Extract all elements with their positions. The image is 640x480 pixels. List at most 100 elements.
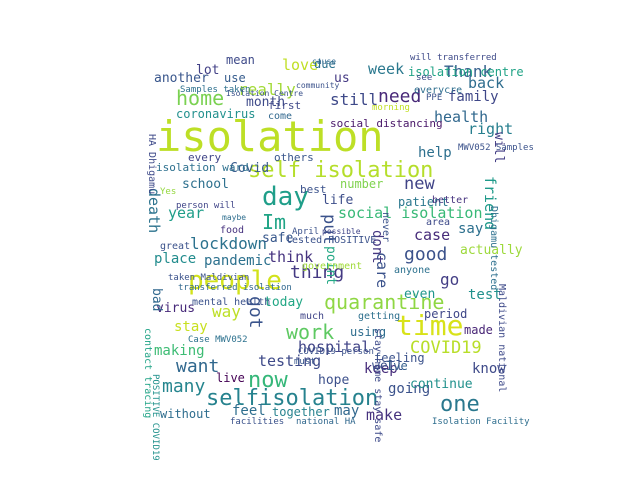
cloud-word: others <box>274 151 314 164</box>
cloud-word: made <box>464 323 493 337</box>
cloud-word: morning <box>372 103 410 113</box>
cloud-word: lot <box>196 63 220 78</box>
cloud-word: person will <box>176 201 236 211</box>
cloud-word: isolation centre <box>408 65 524 79</box>
cloud-word: continue <box>410 377 473 392</box>
cloud-word: tested POSITIVE <box>286 235 377 246</box>
cloud-word: stay <box>174 319 208 335</box>
cloud-word: good <box>404 244 448 265</box>
cloud-word: must <box>294 357 316 367</box>
cloud-word: great <box>160 241 191 252</box>
cloud-word: feeling <box>374 351 425 365</box>
cloud-word: may <box>334 403 360 419</box>
cloud-word: Im <box>262 210 287 234</box>
cloud-word: pandemic <box>204 253 272 269</box>
cloud-word: community <box>296 81 340 90</box>
cloud-word: dont <box>369 230 385 264</box>
cloud-word: number <box>340 177 384 191</box>
cloud-word: case <box>414 226 451 244</box>
cloud-word: us <box>334 71 350 86</box>
cloud-word: isolation ward <box>156 161 249 174</box>
cloud-word: year <box>168 204 205 222</box>
cloud-word: without <box>160 407 211 421</box>
cloud-word: test <box>468 287 502 303</box>
cloud-word: school <box>182 177 229 192</box>
cloud-word: now <box>248 368 288 393</box>
cloud-word: COVID19 person <box>298 347 374 357</box>
cloud-word: patient <box>398 195 449 209</box>
cloud-word: Yes <box>160 187 177 197</box>
cloud-word: make <box>366 406 403 424</box>
cloud-word: love <box>282 56 319 74</box>
cloud-word: social distancing <box>330 117 443 130</box>
cloud-word: one <box>440 392 480 417</box>
cloud-word: period <box>424 307 468 321</box>
cloud-word: better <box>432 195 469 206</box>
cloud-word: Dhigamu tested <box>488 206 499 291</box>
cloud-word: getting <box>358 311 401 322</box>
cloud-word: COVID19 <box>410 338 482 358</box>
cloud-word: selfisolation <box>206 386 379 411</box>
cloud-word: time <box>396 309 464 342</box>
cloud-word: making <box>154 343 205 359</box>
cloud-word: actually <box>460 243 523 258</box>
cloud-word: want <box>176 356 220 377</box>
cloud-word: never <box>380 212 391 243</box>
cloud-word: hospital <box>298 338 371 356</box>
cloud-word: PPE <box>426 93 443 103</box>
cloud-word: together <box>272 405 330 419</box>
cloud-word: stay home stay safe <box>372 328 383 443</box>
cloud-word: mental health <box>192 297 271 308</box>
cloud-word: way <box>212 302 241 321</box>
cloud-word: quarantine <box>324 290 445 314</box>
cloud-word: everycre <box>414 85 463 96</box>
cloud-word: first <box>268 99 302 112</box>
cloud-word: life <box>322 193 354 208</box>
cloud-word: much <box>300 311 325 322</box>
cloud-word: live <box>216 371 245 385</box>
cloud-word: maybe <box>222 213 247 222</box>
cloud-word: food <box>220 225 245 236</box>
cloud-word: will <box>491 132 506 164</box>
cloud-word: hope <box>318 373 350 388</box>
cloud-word: self isolation <box>248 158 434 183</box>
cloud-word: today <box>264 295 304 310</box>
cloud-word: place <box>154 251 197 267</box>
cloud-word: national HA <box>296 417 356 427</box>
cloud-word: month <box>246 95 286 110</box>
cloud-word: area <box>426 217 451 228</box>
cloud-word: still <box>330 90 379 109</box>
cloud-word: Maldivian national <box>496 284 507 393</box>
cloud-word: feel <box>232 403 266 419</box>
cloud-word: government <box>302 261 363 272</box>
cloud-word: every <box>188 151 222 164</box>
cloud-word: even <box>404 287 436 302</box>
cloud-word: anyone <box>394 265 431 276</box>
cloud-word: people <box>188 266 282 296</box>
cloud-word: taken Maldivian <box>168 273 250 283</box>
cloud-word: right <box>468 120 514 138</box>
cloud-word: many <box>162 376 206 397</box>
cloud-word: contact tracing <box>142 328 153 419</box>
cloud-word: work <box>286 320 335 344</box>
cloud-word: lockdown <box>190 234 268 253</box>
cloud-word: well <box>372 359 404 374</box>
cloud-word: Samples taken <box>180 85 251 95</box>
cloud-word: will transferred <box>410 53 497 63</box>
cloud-word: say <box>458 221 484 237</box>
cloud-word: need <box>378 86 422 107</box>
cloud-word: Isolation Centre <box>226 89 304 98</box>
cloud-word: April <box>292 227 320 237</box>
cloud-word: think <box>268 248 314 266</box>
cloud-word: thing <box>290 262 345 283</box>
cloud-word: transferred isolation <box>178 283 292 293</box>
cloud-word: day <box>262 182 309 212</box>
cloud-word: go <box>440 270 460 289</box>
cloud-word: know <box>472 361 506 377</box>
cloud-word: HA Dhigamu <box>146 134 157 195</box>
cloud-word: Isolation Facility <box>432 417 530 427</box>
cloud-word: really <box>238 80 296 99</box>
cloud-word: week <box>368 60 405 78</box>
cloud-word: another <box>154 71 209 86</box>
